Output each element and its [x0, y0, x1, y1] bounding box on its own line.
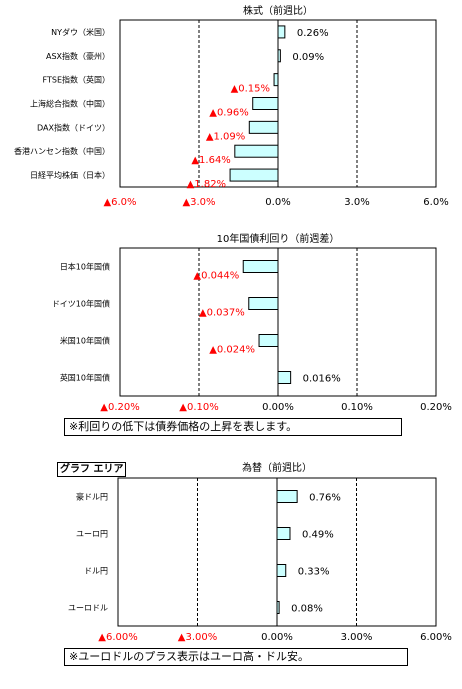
- tick-label: ▲0.10%: [179, 402, 218, 413]
- bar: [234, 144, 279, 158]
- chart-area-label: グラフ エリア: [57, 462, 127, 477]
- bar: [229, 168, 279, 182]
- tick-label: ▲6.0%: [103, 197, 136, 208]
- bar: [273, 73, 279, 87]
- value-label: 0.76%: [309, 493, 341, 504]
- category-label: 英国10年国債: [60, 373, 110, 383]
- tick-label: ▲3.00%: [178, 632, 217, 643]
- tick-label: 3.0%: [344, 197, 369, 208]
- category-label: FTSE指数（英国）: [43, 75, 110, 85]
- value-label: 0.09%: [292, 52, 324, 63]
- category-label: ドイツ10年国債: [52, 299, 110, 309]
- category-label: 上海総合指数（中国）: [30, 99, 110, 109]
- category-label: 香港ハンセン指数（中国）: [14, 146, 110, 156]
- bar: [277, 371, 292, 384]
- bond-note: ※利回りの低下は債券価格の上昇を表します。: [64, 418, 402, 436]
- tick-label: ▲0.20%: [100, 402, 139, 413]
- category-label: 豪ドル円: [76, 492, 108, 502]
- value-label: ▲0.024%: [209, 345, 255, 356]
- category-label: ユーロドル: [68, 604, 108, 613]
- bar: [248, 297, 279, 310]
- value-label: ▲1.09%: [206, 131, 245, 142]
- tick-label: 0.00%: [262, 402, 294, 413]
- value-label: ▲0.96%: [209, 108, 248, 119]
- chart-title: 為替（前週比）: [242, 461, 312, 474]
- category-label: 日経平均株価（日本）: [30, 170, 110, 180]
- value-label: 0.016%: [303, 374, 341, 385]
- value-label: 0.33%: [298, 567, 330, 578]
- bar: [242, 260, 279, 273]
- bar: [258, 334, 279, 347]
- chart-title: 株式（前週比）: [243, 4, 313, 17]
- tick-label: 0.00%: [261, 632, 293, 643]
- category-label: ASX指数（豪州）: [46, 51, 110, 61]
- bar: [276, 601, 280, 614]
- value-label: 0.49%: [302, 530, 334, 541]
- fx-note: ※ユーロドルのプラス表示はユーロ高・ドル安。: [64, 648, 408, 666]
- value-label: ▲0.044%: [193, 271, 239, 282]
- value-label: 0.08%: [291, 604, 323, 615]
- chart-title: 10年国債利回り（前週差）: [217, 232, 340, 245]
- value-label: ▲1.64%: [191, 155, 230, 166]
- tick-label: 0.0%: [265, 197, 290, 208]
- bar: [276, 490, 298, 503]
- category-label: NYダウ（米国）: [51, 27, 110, 37]
- value-label: ▲1.82%: [187, 179, 226, 190]
- tick-label: 0.10%: [341, 402, 373, 413]
- value-label: 0.26%: [297, 28, 329, 39]
- bar: [277, 49, 281, 63]
- tick-label: 6.00%: [420, 632, 452, 643]
- tick-label: 6.0%: [423, 197, 448, 208]
- bar: [276, 527, 291, 540]
- tick-label: 0.20%: [420, 402, 452, 413]
- category-label: 米国10年国債: [60, 336, 110, 346]
- category-label: 日本10年国債: [60, 262, 110, 272]
- category-label: ユーロ円: [76, 530, 108, 539]
- bar: [248, 120, 279, 134]
- bar: [277, 25, 286, 39]
- category-label: ドル円: [84, 567, 108, 576]
- bar: [252, 97, 279, 110]
- value-label: ▲0.037%: [199, 308, 245, 319]
- value-label: ▲0.15%: [231, 84, 270, 95]
- category-label: DAX指数（ドイツ）: [37, 122, 110, 132]
- tick-label: ▲6.00%: [98, 632, 137, 643]
- tick-label: 3.00%: [341, 632, 373, 643]
- bar: [276, 564, 287, 577]
- tick-label: ▲3.0%: [182, 197, 215, 208]
